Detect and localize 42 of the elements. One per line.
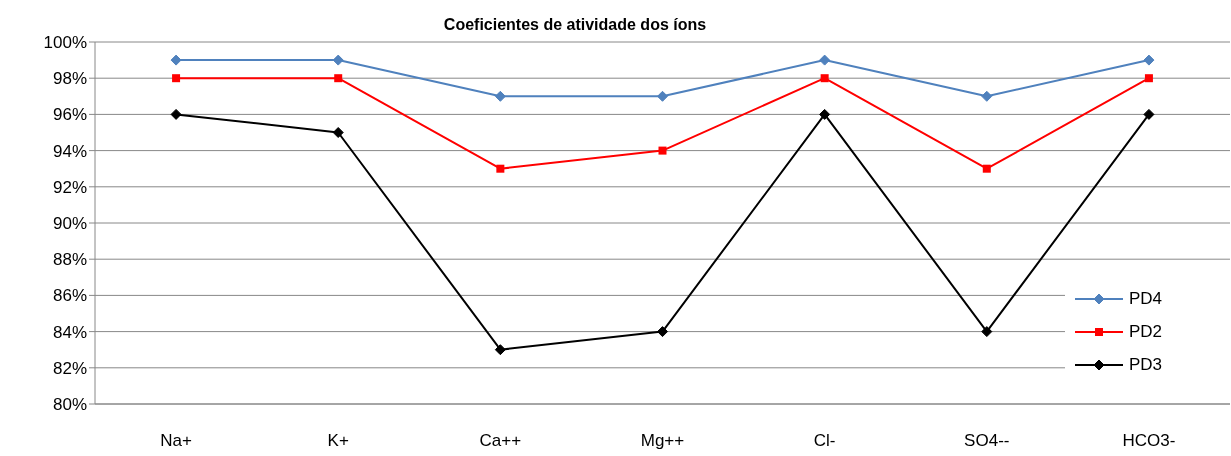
x-tick-label: Ca++ bbox=[479, 431, 522, 451]
y-tick-label: 82% bbox=[52, 358, 87, 378]
x-tick-label: SO4-- bbox=[964, 431, 1010, 451]
point bbox=[981, 90, 993, 102]
point bbox=[1144, 74, 1153, 83]
chart-title: Coeficientes de atividade dos íons bbox=[442, 16, 708, 34]
point bbox=[332, 127, 344, 138]
y-tick-label: 90% bbox=[52, 214, 87, 234]
point bbox=[981, 326, 993, 338]
y-tick-label: 94% bbox=[52, 141, 87, 161]
y-tick-label: 80% bbox=[52, 395, 87, 415]
y-tick-label: 86% bbox=[52, 286, 87, 306]
point bbox=[170, 54, 182, 66]
point bbox=[658, 146, 667, 155]
y-tick-label: 88% bbox=[52, 250, 87, 270]
y-tick-label: 96% bbox=[52, 105, 87, 125]
point bbox=[819, 54, 831, 66]
y-tick-label: 92% bbox=[52, 177, 87, 197]
y-tick-label: 98% bbox=[52, 69, 87, 89]
point bbox=[657, 90, 668, 102]
legend-label: PD2 bbox=[1129, 321, 1163, 342]
point bbox=[172, 74, 181, 83]
point bbox=[170, 108, 182, 120]
legend-label: PD3 bbox=[1129, 354, 1163, 375]
point bbox=[334, 74, 343, 83]
point bbox=[819, 108, 831, 120]
point bbox=[820, 74, 829, 83]
x-tick-label: Na+ bbox=[160, 431, 192, 451]
point bbox=[657, 326, 668, 338]
point bbox=[1143, 108, 1155, 120]
point bbox=[496, 164, 505, 173]
x-tick-label: K+ bbox=[327, 431, 349, 451]
point bbox=[494, 90, 506, 102]
point bbox=[1143, 54, 1155, 66]
x-tick-label: HCO3- bbox=[1122, 431, 1176, 451]
y-tick-label: 84% bbox=[52, 322, 87, 342]
y-tick-label: 100% bbox=[43, 33, 87, 53]
point bbox=[494, 344, 506, 356]
x-tick-label: Cl- bbox=[813, 431, 836, 451]
legend-label: PD4 bbox=[1129, 288, 1163, 309]
x-tick-label: Mg++ bbox=[640, 431, 685, 451]
point bbox=[982, 164, 991, 173]
